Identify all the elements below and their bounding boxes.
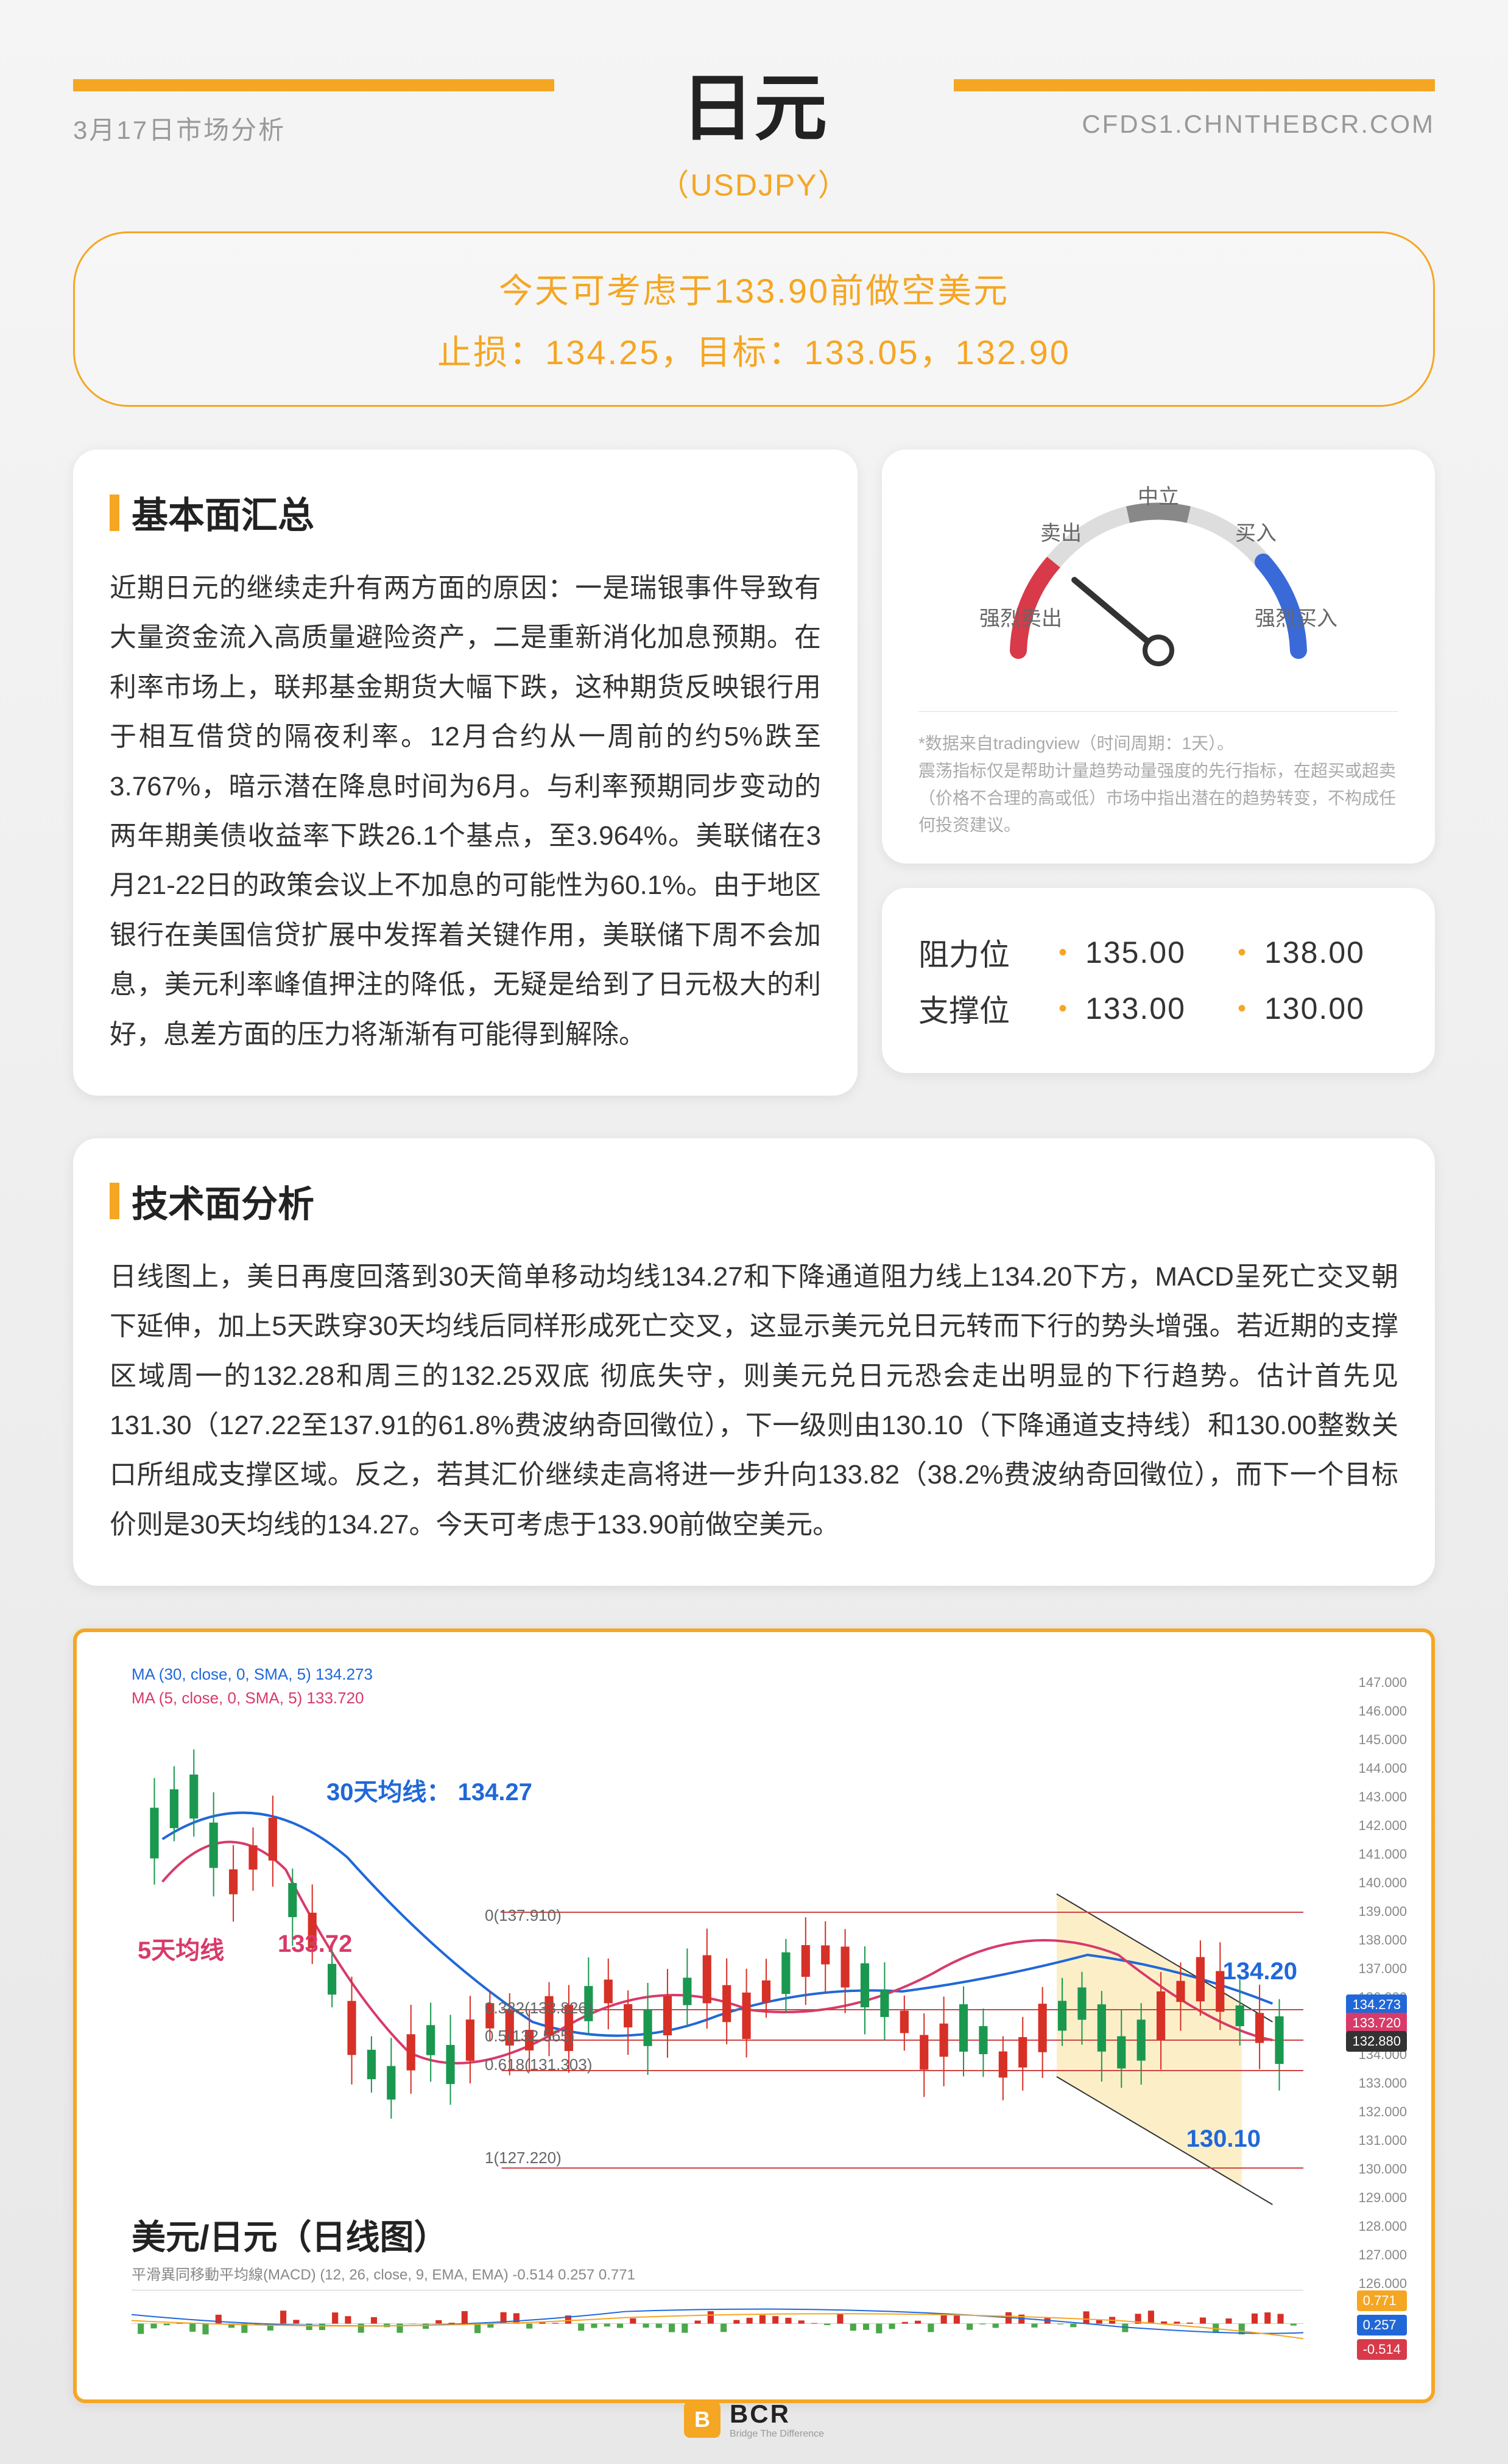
- anno-ma30: 30天均线： 134.27: [326, 1772, 532, 1808]
- y-tick: 130.000: [1358, 2161, 1407, 2177]
- y-tick: 142.000: [1358, 1818, 1407, 1834]
- candlestick-svg: [132, 1687, 1303, 2235]
- y-tick: 144.000: [1358, 1761, 1407, 1776]
- strategy-line2: 止损：134.25，目标：133.05，132.90: [105, 325, 1403, 375]
- fib-100: 1(127.220): [485, 2149, 562, 2167]
- price-tag: 133.720: [1346, 2013, 1407, 2033]
- y-axis: 147.000 146.000 145.000 144.000 143.000 142.0…: [1358, 1675, 1407, 2304]
- y-tick: 147.000: [1358, 1675, 1407, 1691]
- source-url: CFDS1.CHNTHEBCR.COM: [1082, 110, 1435, 139]
- strategy-callout: 今天可考虑于133.90前做空美元 止损：134.25，目标：133.05，13…: [73, 231, 1435, 407]
- ma30-legend: MA (30, close, 0, SMA, 5) 134.273: [132, 1663, 373, 1686]
- fib-0: 0(137.910): [485, 1906, 562, 1925]
- y-tick: 140.000: [1358, 1875, 1407, 1891]
- resistance-row: 阻力位 • 135.00 • 138.00: [918, 931, 1398, 974]
- levels-card: 阻力位 • 135.00 • 138.00 支撑位 • 133.00 • 130…: [882, 888, 1435, 1073]
- y-tick: 131.000: [1358, 2133, 1407, 2149]
- y-tick: 139.000: [1358, 1904, 1407, 1920]
- macd-tag: 0.257: [1357, 2315, 1407, 2336]
- price-chart-card: MA (30, close, 0, SMA, 5) 134.273 MA (5,…: [73, 1628, 1435, 2403]
- support-value-2: 130.00: [1264, 991, 1398, 1026]
- analysis-date: 3月17日市场分析: [73, 110, 286, 147]
- title-text: 日元: [658, 49, 849, 155]
- support-label: 支撑位: [918, 987, 1040, 1030]
- technical-card: 技术面分析 日线图上，美日再度回落到30天简单移动均线134.27和下降通道阻力…: [73, 1138, 1435, 1586]
- price-tag: 134.273: [1346, 1994, 1407, 2015]
- divider-right: [954, 79, 1435, 91]
- y-tick: 143.000: [1358, 1789, 1407, 1805]
- header-bar: 3月17日市场分析 CFDS1.CHNTHEBCR.COM 日元 （USDJPY…: [73, 61, 1435, 195]
- anno-resistance: 134.20: [1223, 1958, 1297, 1985]
- gauge-label-strong-buy: 强烈买入: [1255, 602, 1337, 632]
- resistance-value-2: 138.00: [1264, 935, 1398, 970]
- y-tick: 128.000: [1358, 2219, 1407, 2234]
- y-tick: 146.000: [1358, 1703, 1407, 1719]
- divider-left: [73, 79, 554, 91]
- y-tick: 133.000: [1358, 2075, 1407, 2091]
- title-subtitle: （USDJPY）: [658, 161, 849, 205]
- price-chart: MA (30, close, 0, SMA, 5) 134.273 MA (5,…: [95, 1650, 1413, 2381]
- y-tick: 129.000: [1358, 2190, 1407, 2206]
- fundamentals-body: 近期日元的继续走升有两方面的原因：一是瑞银事件导致有大量资金流入高质量避险资产，…: [110, 563, 821, 1059]
- gauge-disclaimer: *数据来自tradingview（时间周期：1天）。 震荡指标仅是帮助计量趋势动…: [918, 711, 1398, 839]
- technical-body: 日线图上，美日再度回落到30天简单移动均线134.27和下降通道阻力线上134.…: [110, 1252, 1398, 1549]
- chart-title: 美元/日元（日线图）: [132, 2210, 448, 2259]
- gauge-label-buy: 买入: [1235, 516, 1277, 546]
- macd-tag: -0.514: [1357, 2339, 1407, 2360]
- support-value-1: 133.00: [1085, 991, 1219, 1026]
- sentiment-gauge-card: 中立 卖出 买入 强烈卖出 强烈买入 *数据来自tradingview（时间周期…: [882, 449, 1435, 864]
- price-tag: 132.880: [1346, 2031, 1407, 2052]
- y-tick: 141.000: [1358, 1846, 1407, 1862]
- y-tick: 127.000: [1358, 2247, 1407, 2263]
- technical-title: 技术面分析: [110, 1175, 1398, 1228]
- anno-ma5: 133.72: [278, 1931, 352, 1958]
- page-title: 日元 （USDJPY）: [658, 49, 849, 205]
- anno-ma5-label: 5天均线: [138, 1931, 224, 1966]
- bullet-icon: •: [1238, 939, 1246, 966]
- resistance-value-1: 135.00: [1085, 935, 1219, 970]
- anno-support: 130.10: [1186, 2125, 1261, 2153]
- gauge-label-sell: 卖出: [1040, 516, 1082, 546]
- bullet-icon: •: [1059, 939, 1067, 966]
- support-row: 支撑位 • 133.00 • 130.00: [918, 987, 1398, 1030]
- fib-50: 0.5(132.565): [485, 2027, 574, 2046]
- footer-tagline: Bridge The Difference: [730, 2429, 824, 2440]
- gauge-label-neutral: 中立: [1138, 480, 1179, 510]
- fundamentals-card: 基本面汇总 近期日元的继续走升有两方面的原因：一是瑞银事件导致有大量资金流入高质…: [73, 449, 858, 1096]
- footer: B BCR Bridge The Difference: [684, 2399, 824, 2440]
- y-tick: 137.000: [1358, 1961, 1407, 1977]
- macd-panel: 0.7710.257-0.514: [132, 2290, 1303, 2357]
- gauge-label-strong-sell: 强烈卖出: [979, 602, 1062, 632]
- macd-tag: 0.771: [1357, 2290, 1407, 2311]
- footer-brand: BCR: [730, 2399, 824, 2429]
- resistance-label: 阻力位: [918, 931, 1040, 974]
- bullet-icon: •: [1238, 995, 1246, 1023]
- strategy-line1: 今天可考虑于133.90前做空美元: [105, 264, 1403, 313]
- bcr-logo-icon: B: [684, 2401, 721, 2438]
- fundamentals-title: 基本面汇总: [110, 486, 821, 539]
- macd-label: 平滑異同移動平均線(MACD) (12, 26, close, 9, EMA, …: [132, 2262, 635, 2284]
- y-tick: 132.000: [1358, 2104, 1407, 2120]
- fib-382: 0.382(133.826): [485, 1999, 592, 2018]
- y-tick: 138.000: [1358, 1932, 1407, 1948]
- y-tick: 145.000: [1358, 1732, 1407, 1748]
- bullet-icon: •: [1059, 995, 1067, 1023]
- y-tick: 126.000: [1358, 2276, 1407, 2292]
- fib-618: 0.618(131.303): [485, 2055, 592, 2074]
